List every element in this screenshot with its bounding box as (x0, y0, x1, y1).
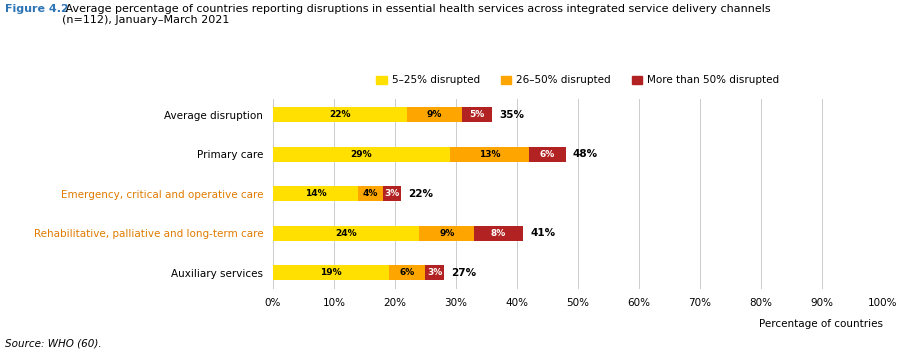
Text: 4%: 4% (363, 189, 379, 198)
Bar (273, 147, 450, 162)
Text: 35%: 35% (500, 110, 525, 120)
Text: 3%: 3% (427, 268, 442, 277)
Bar (425, 265, 444, 280)
Text: 3%: 3% (384, 189, 399, 198)
Text: 5%: 5% (470, 110, 485, 119)
Bar (359, 186, 383, 201)
Text: 27%: 27% (451, 268, 476, 277)
Text: Figure 4.2: Figure 4.2 (5, 4, 68, 13)
Bar (462, 107, 492, 122)
Text: 9%: 9% (427, 110, 442, 119)
Text: 22%: 22% (409, 189, 433, 199)
Bar (273, 107, 407, 122)
Bar (474, 226, 523, 240)
Text: 29%: 29% (350, 150, 372, 159)
Text: 14%: 14% (305, 189, 327, 198)
Legend: 5–25% disrupted, 26–50% disrupted, More than 50% disrupted: 5–25% disrupted, 26–50% disrupted, More … (372, 71, 784, 89)
Bar (450, 147, 529, 162)
Bar (273, 226, 420, 240)
Text: Percentage of countries: Percentage of countries (759, 319, 883, 329)
Text: 13%: 13% (479, 150, 501, 159)
Text: 48%: 48% (573, 149, 598, 159)
Text: 8%: 8% (491, 228, 506, 238)
Bar (529, 147, 566, 162)
Text: Source: WHO (60).: Source: WHO (60). (5, 339, 101, 348)
Text: 6%: 6% (399, 268, 415, 277)
Text: Average percentage of countries reporting disruptions in essential health servic: Average percentage of countries reportin… (62, 4, 771, 25)
Text: 9%: 9% (440, 228, 454, 238)
Bar (407, 107, 462, 122)
Text: 24%: 24% (336, 228, 357, 238)
Text: 6%: 6% (540, 150, 555, 159)
Text: 22%: 22% (329, 110, 351, 119)
Text: 19%: 19% (320, 268, 342, 277)
Bar (389, 265, 425, 280)
Bar (273, 265, 389, 280)
Bar (273, 186, 359, 201)
Bar (383, 186, 401, 201)
Text: 41%: 41% (531, 228, 555, 238)
Bar (420, 226, 474, 240)
